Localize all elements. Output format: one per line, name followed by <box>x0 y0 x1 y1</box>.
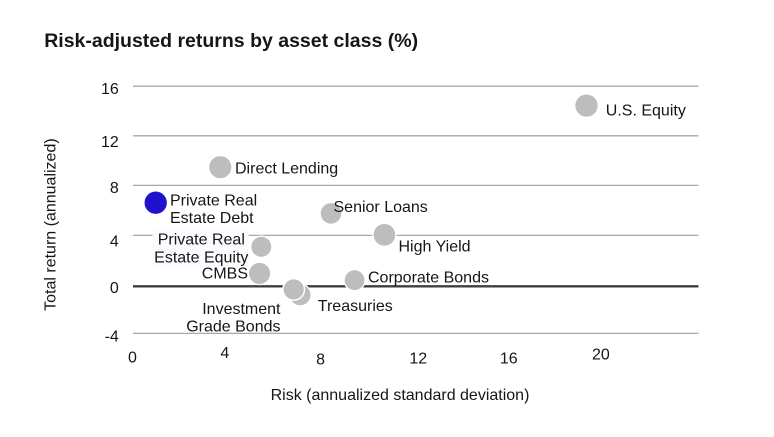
svg-text:Private Real: Private Real <box>158 232 245 249</box>
svg-text:Total return (annualized): Total return (annualized) <box>43 138 60 311</box>
svg-text:12: 12 <box>409 351 427 368</box>
svg-text:4: 4 <box>220 345 229 362</box>
svg-text:Private Real: Private Real <box>170 193 257 210</box>
svg-text:8: 8 <box>316 351 325 368</box>
svg-text:Corporate Bonds: Corporate Bonds <box>368 270 489 287</box>
svg-text:Estate Equity: Estate Equity <box>154 249 248 266</box>
svg-text:Risk (annualized standard devi: Risk (annualized standard deviation) <box>271 387 530 404</box>
svg-text:8: 8 <box>110 180 119 197</box>
svg-text:20: 20 <box>592 347 610 364</box>
svg-text:U.S. Equity: U.S. Equity <box>606 102 686 119</box>
svg-text:Direct Lending: Direct Lending <box>235 160 338 177</box>
svg-text:12: 12 <box>101 134 119 151</box>
svg-text:Risk-adjusted returns by asset: Risk-adjusted returns by asset class (%) <box>44 30 418 52</box>
svg-text:Grade Bonds: Grade Bonds <box>186 319 280 336</box>
svg-text:16: 16 <box>500 351 518 368</box>
svg-text:Treasuries: Treasuries <box>318 298 393 315</box>
svg-text:Estate Debt: Estate Debt <box>170 210 254 227</box>
svg-text:0: 0 <box>110 280 119 297</box>
svg-text:4: 4 <box>110 234 119 251</box>
svg-text:0: 0 <box>128 349 137 366</box>
svg-text:High Yield: High Yield <box>399 238 471 255</box>
svg-text:Investment: Investment <box>202 301 281 318</box>
svg-text:Senior Loans: Senior Loans <box>334 199 428 216</box>
svg-text:CMBS: CMBS <box>202 266 248 283</box>
svg-text:16: 16 <box>101 81 119 98</box>
svg-text:-4: -4 <box>105 329 119 346</box>
